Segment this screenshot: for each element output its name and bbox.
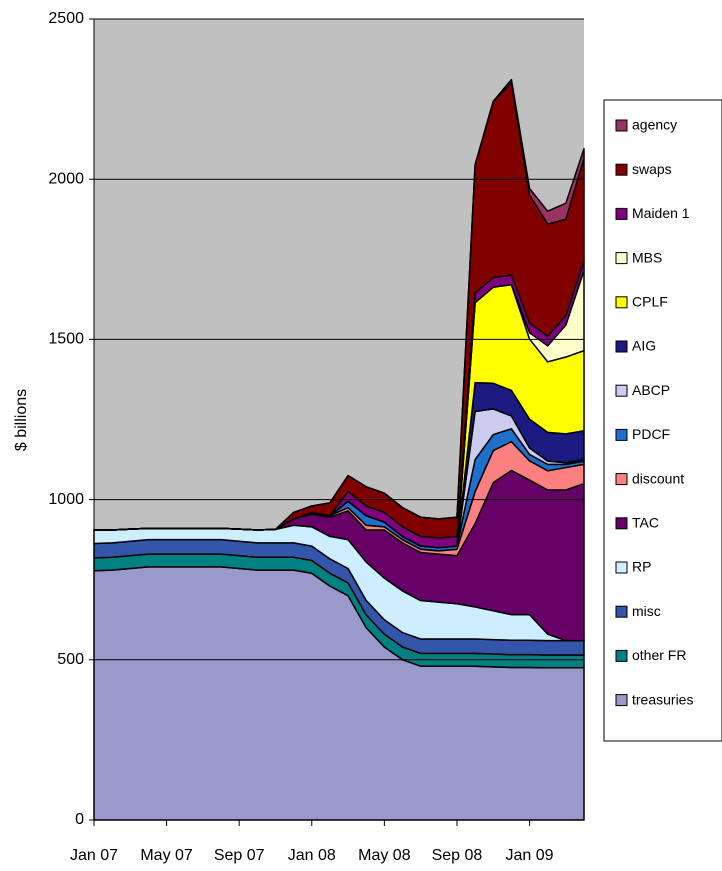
legend-label: other FR <box>632 647 686 663</box>
x-tick-label: Jan 07 <box>70 847 118 864</box>
legend-swatch <box>615 163 628 176</box>
legend-label: treasuries <box>632 691 693 707</box>
legend-swatch <box>615 384 628 397</box>
area <box>93 78 585 531</box>
legend-label: discount <box>632 470 684 486</box>
legend-label: MBS <box>632 249 662 265</box>
x-tick-label: Sep 07 <box>214 847 265 864</box>
legend <box>603 99 722 742</box>
legend-label: agency <box>632 117 677 133</box>
x-tick-label: Jan 09 <box>506 847 554 864</box>
legend-swatch <box>615 252 628 265</box>
x-tick-label: Sep 08 <box>432 847 483 864</box>
x-tick-label: May 07 <box>140 847 193 864</box>
legend-swatch <box>615 561 628 574</box>
legend-label: TAC <box>632 515 659 531</box>
legend-swatch <box>615 649 628 662</box>
legend-label: swaps <box>632 161 672 177</box>
legend-swatch <box>615 340 628 353</box>
y-tick-label: 1000 <box>48 491 84 508</box>
x-tick-label: May 08 <box>358 847 411 864</box>
legend-swatch <box>615 207 628 220</box>
legend-label: Maiden 1 <box>632 205 690 221</box>
y-axis-label: $ billions <box>13 389 30 451</box>
legend-label: CPLF <box>632 294 668 310</box>
legend-label: ABCP <box>632 382 670 398</box>
legend-label: misc <box>632 603 661 619</box>
legend-swatch <box>615 296 628 309</box>
legend-label: PDCF <box>632 426 670 442</box>
y-tick-label: 500 <box>57 651 84 668</box>
y-tick-label: 0 <box>75 811 84 828</box>
legend-swatch <box>615 605 628 618</box>
y-tick-label: 2000 <box>48 170 84 187</box>
legend-swatch <box>615 473 628 486</box>
legend-swatch <box>615 517 628 530</box>
legend-swatch <box>615 428 628 441</box>
legend-label: RP <box>632 559 651 575</box>
legend-label: AIG <box>632 338 656 354</box>
y-tick-label: 2500 <box>48 10 84 27</box>
legend-swatch <box>615 694 628 707</box>
legend-swatch <box>615 119 628 132</box>
x-tick-label: Jan 08 <box>288 847 336 864</box>
y-tick-label: 1500 <box>48 331 84 348</box>
